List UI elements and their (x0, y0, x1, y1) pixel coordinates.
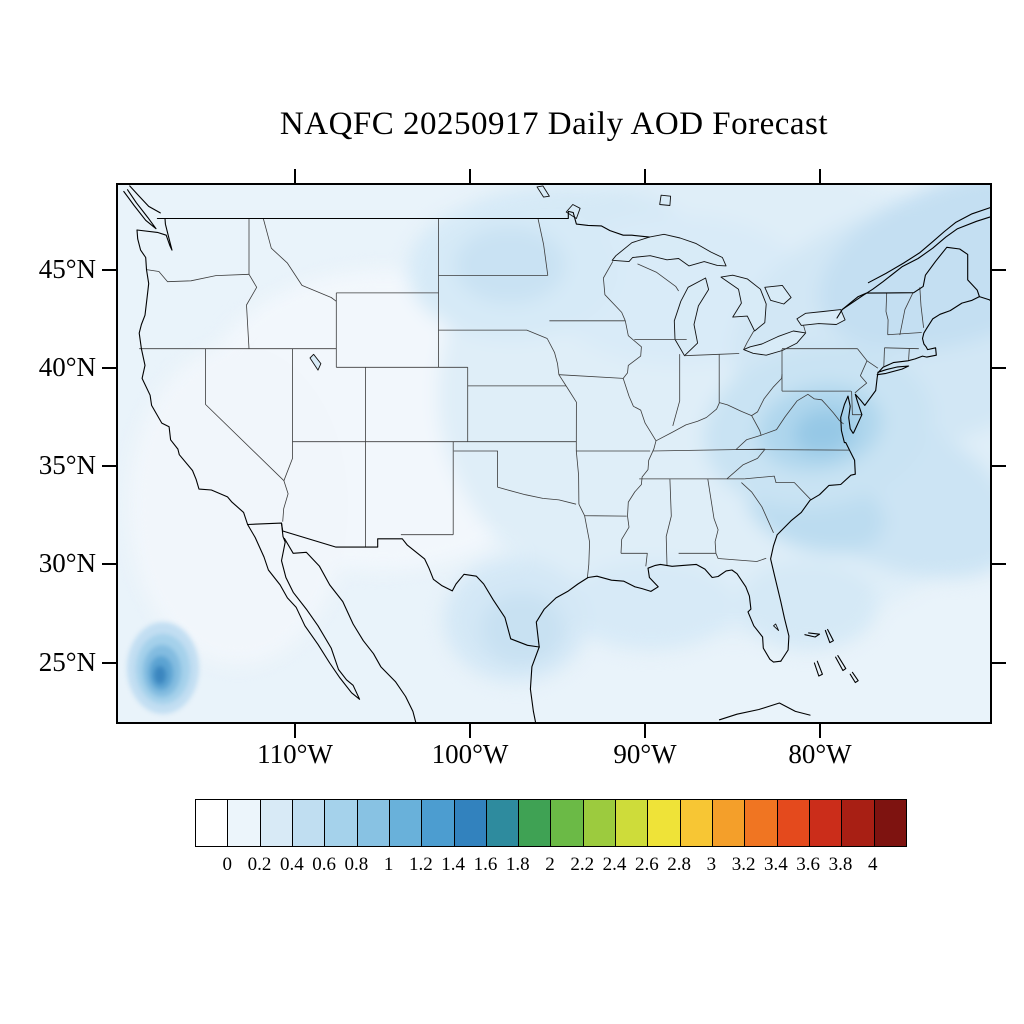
colorbar-cell (325, 800, 358, 846)
colorbar-tick-label: 1.4 (441, 854, 466, 875)
colorbar-cell (292, 800, 326, 846)
axis-tick (469, 169, 471, 183)
chart-title: NAQFC 20250917 Daily AOD Forecast (279, 106, 829, 142)
colorbar-cell (745, 800, 778, 846)
colorbar-cell (680, 800, 713, 846)
colorbar-cell (357, 800, 390, 846)
axis-tick (294, 169, 296, 183)
lon-tick-label: 80°W (788, 739, 852, 769)
axis-tick (294, 724, 296, 738)
lat-tick-label: 25°N (38, 647, 96, 677)
colorbar-cell (616, 800, 649, 846)
axis-tick (102, 269, 116, 271)
lat-tick-label: 40°N (38, 352, 96, 382)
axis-tick (992, 269, 1006, 271)
axis-tick (469, 724, 471, 738)
colorbar-tick-label: 0.6 (312, 854, 336, 875)
colorbar-tick-label: 0.8 (344, 854, 369, 875)
colorbar-cell (389, 800, 423, 846)
colorbar-cell (422, 800, 455, 846)
colorbar-cell (454, 800, 487, 846)
colorbar-tick-label: 1.8 (505, 854, 530, 875)
axis-tick (102, 367, 116, 369)
axis-tick (644, 724, 646, 738)
colorbar-cell (196, 800, 229, 846)
lon-tick-label: 100°W (431, 739, 509, 769)
colorbar (195, 799, 907, 847)
axis-tick (992, 662, 1006, 664)
lat-tick-label: 35°N (38, 450, 96, 480)
colorbar-tick-label: 4 (867, 854, 878, 875)
colorbar-cell (713, 800, 746, 846)
colorbar-tick-label: 2 (545, 854, 555, 875)
colorbar-tick-label: 2.6 (634, 854, 659, 875)
colorbar-cell (648, 800, 681, 846)
colorbar-tick-label: 1 (383, 854, 394, 875)
axis-tick (992, 465, 1006, 467)
map-svg (118, 185, 990, 722)
colorbar-cell (583, 800, 617, 846)
colorbar-tick-label: 2.2 (570, 854, 595, 875)
axis-tick (819, 724, 821, 738)
colorbar-tick-label: 3.8 (828, 854, 853, 875)
axis-tick (819, 169, 821, 183)
colorbar-tick-label: 1.2 (409, 854, 433, 875)
colorbar-tick-label: 0.2 (247, 854, 272, 875)
axis-tick (102, 563, 116, 565)
colorbar-tick-label: 3.6 (796, 854, 821, 875)
colorbar-cell (777, 800, 810, 846)
colorbar-cell (874, 800, 906, 846)
axis-tick (992, 563, 1006, 565)
colorbar-tick-label: 0 (222, 854, 233, 875)
axis-tick (102, 465, 116, 467)
lon-tick-label: 90°W (613, 739, 677, 769)
colorbar-cell (551, 800, 584, 846)
colorbar-tick-label: 0.4 (279, 854, 304, 875)
axis-tick (644, 169, 646, 183)
colorbar-cell (809, 800, 843, 846)
axis-tick (102, 662, 116, 664)
colorbar-tick-label: 2.8 (667, 854, 691, 875)
colorbar-tick-label: 3 (706, 854, 717, 875)
colorbar-tick-label: 2.4 (602, 854, 627, 875)
lat-tick-label: 30°N (38, 548, 96, 578)
map-panel (116, 183, 992, 724)
colorbar-cell (260, 800, 293, 846)
colorbar-cell (842, 800, 875, 846)
colorbar-tick-label: 3.4 (764, 854, 788, 875)
axis-tick (992, 367, 1006, 369)
colorbar-tick-label: 3.2 (731, 854, 756, 875)
lat-tick-label: 45°N (38, 254, 96, 284)
colorbar-cell (486, 800, 520, 846)
colorbar-tick-label: 1.6 (473, 854, 498, 875)
colorbar-cell (228, 800, 261, 846)
colorbar-cell (519, 800, 552, 846)
lon-tick-label: 110°W (257, 739, 333, 769)
